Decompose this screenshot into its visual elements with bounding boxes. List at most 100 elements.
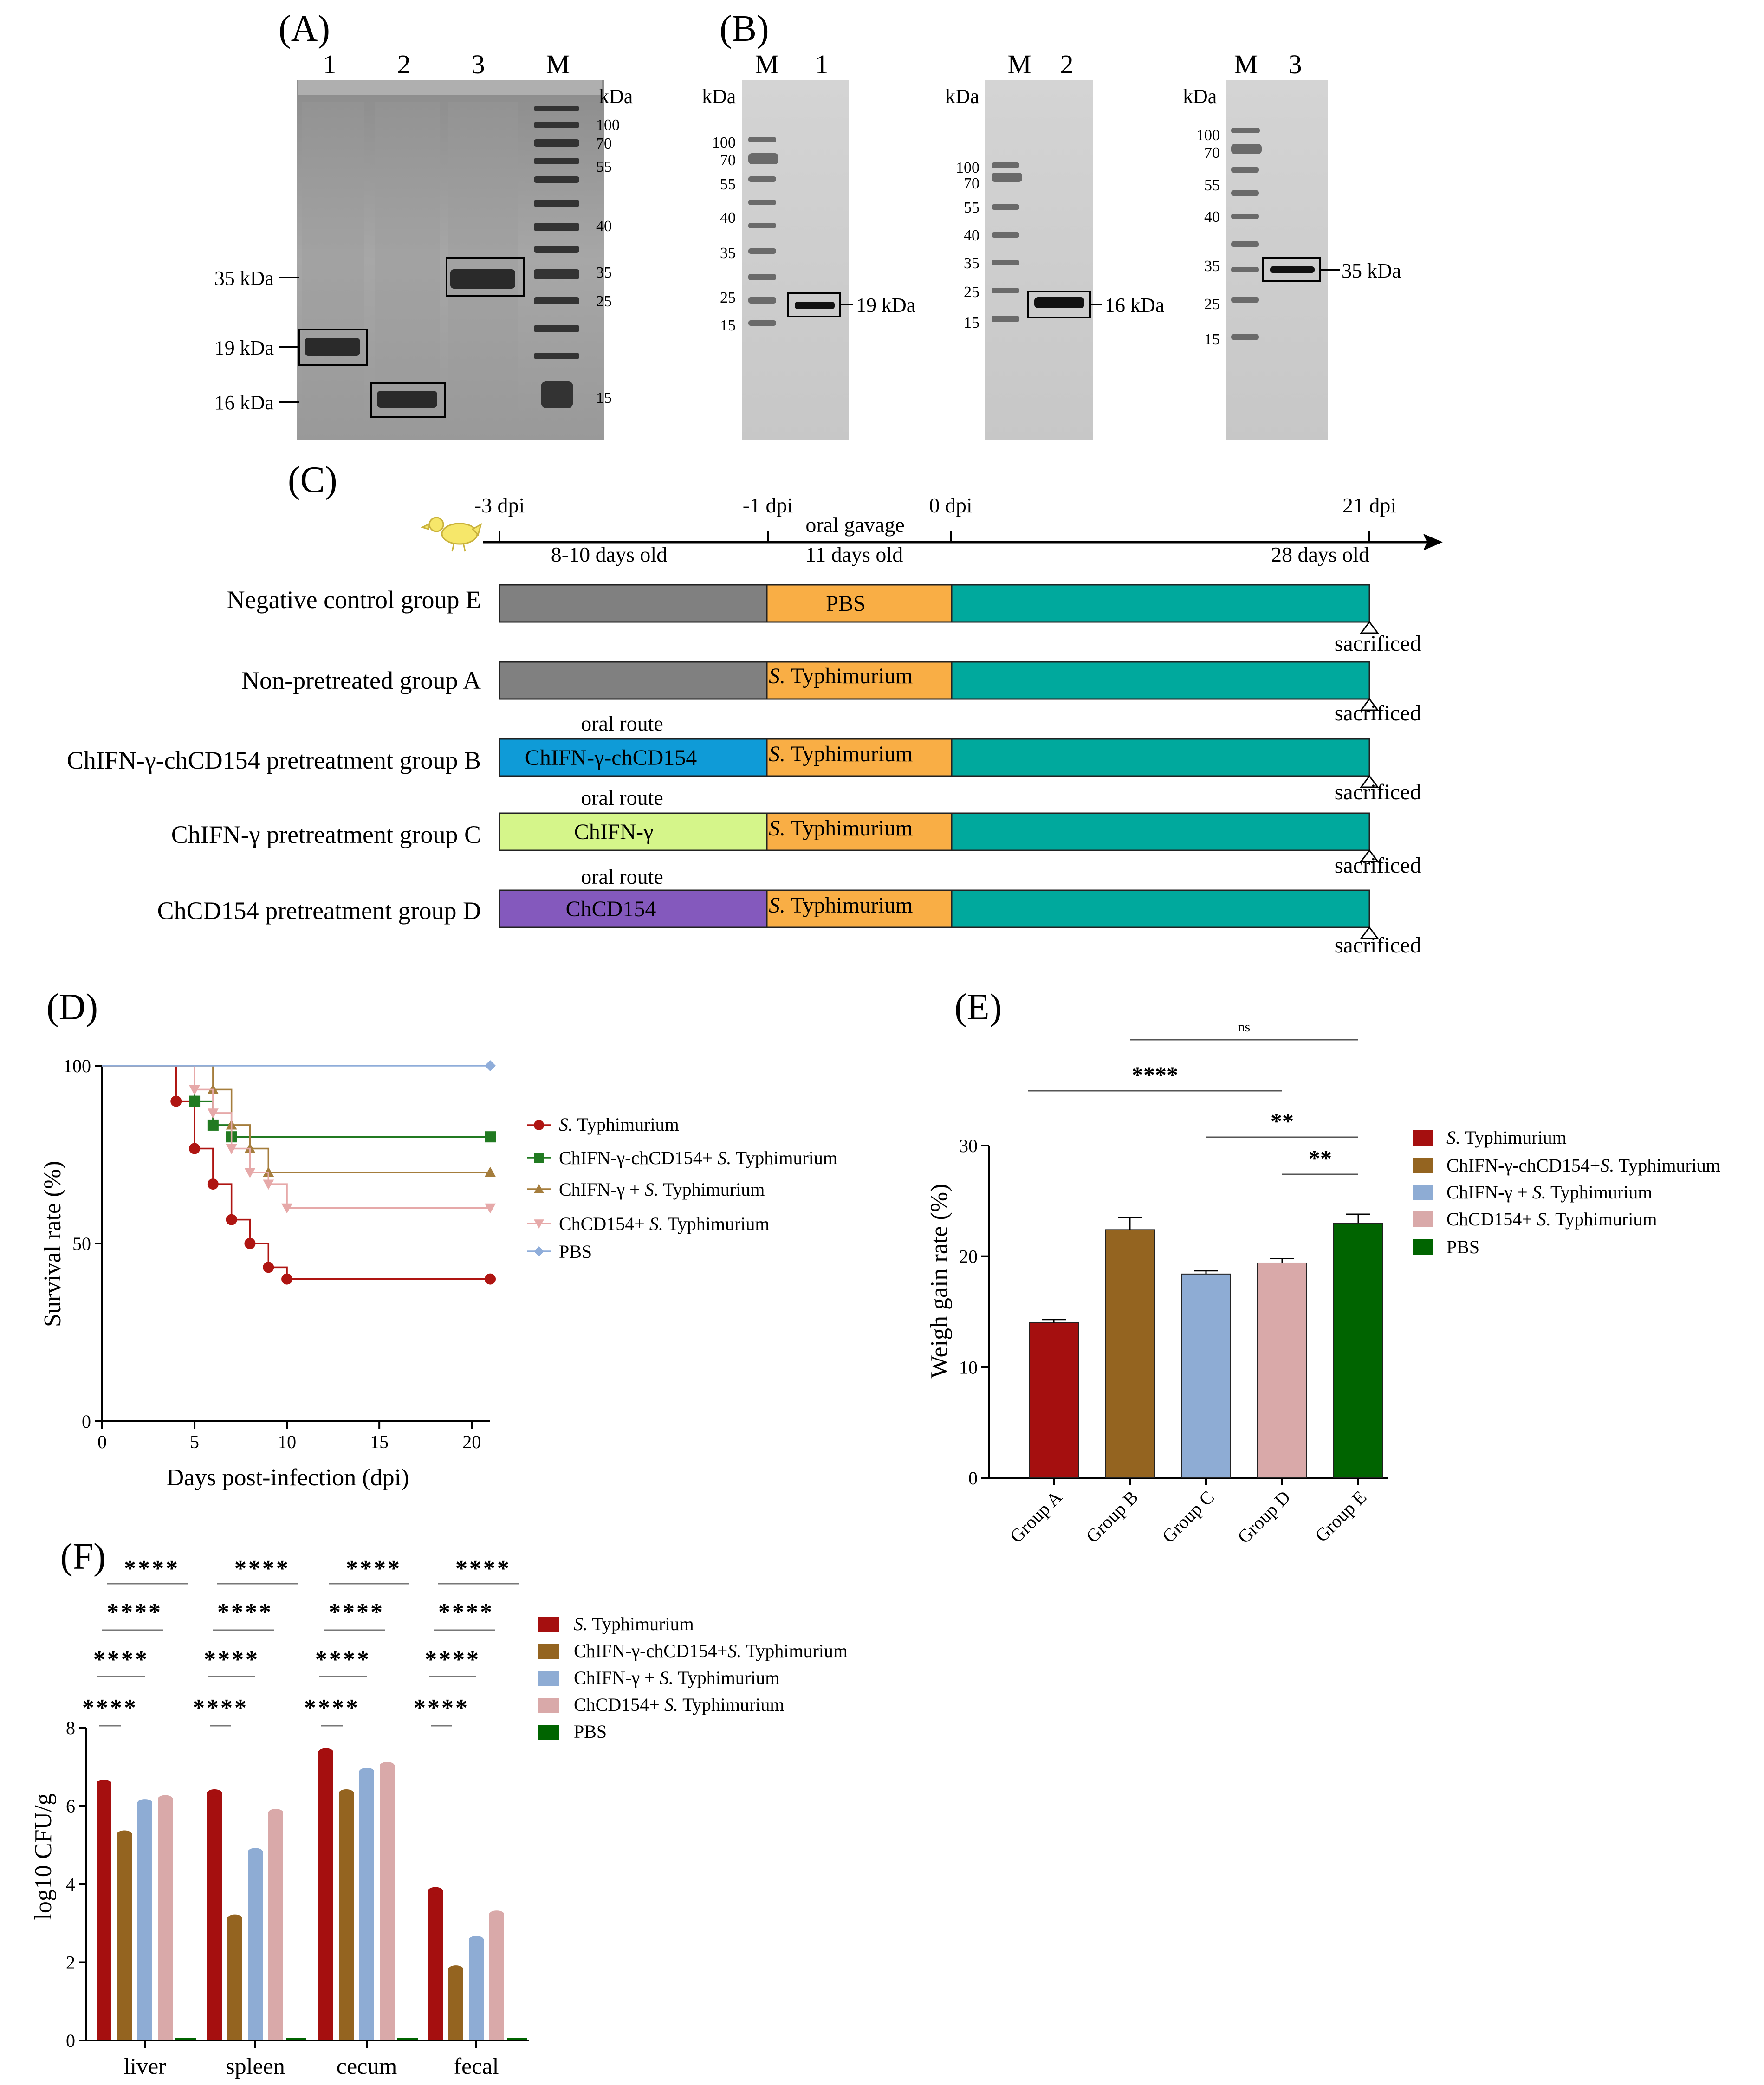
gel-a-marker-35: 35 — [596, 264, 612, 281]
bar-d-pre — [499, 889, 768, 928]
bar-c-post — [951, 812, 1370, 851]
bar-a-challenge — [766, 661, 953, 700]
d-xtick-label: 0 — [97, 1431, 107, 1452]
e-legend-3: ChCD154+ S. Typhimurium — [1446, 1209, 1657, 1230]
e-sig-label: **** — [1132, 1062, 1178, 1088]
oral-route-b: oral route — [581, 712, 663, 735]
d-point-0 — [170, 1095, 182, 1107]
e-sig-label: ** — [1309, 1145, 1332, 1171]
f-bar-0-0 — [97, 1782, 111, 2040]
blot-b1-kda: kDa — [702, 85, 736, 108]
f-legend-swatch — [538, 1617, 559, 1632]
f-bar-cap — [97, 1779, 111, 1787]
gel-a-marker-40: 40 — [596, 218, 612, 235]
f-category-label: liver — [123, 2053, 166, 2079]
f-bar-0-3 — [158, 1798, 173, 2040]
d-series-line-0 — [102, 1065, 490, 1280]
blot-b3-m55: 55 — [1204, 177, 1220, 194]
bar-b-challenge — [766, 738, 953, 777]
d-xtick-label: 15 — [370, 1431, 389, 1452]
bar-c-challenge — [766, 812, 953, 851]
bar-a-pre — [499, 661, 768, 700]
e-legend-4: PBS — [1446, 1237, 1479, 1257]
panel-label-f: (F) — [60, 1536, 106, 1577]
timeline-point-0: 0 dpi — [929, 493, 972, 517]
d-legend-marker — [534, 1184, 544, 1193]
sacrificed-marker-b — [1360, 775, 1379, 788]
f-sig-label: **** — [346, 1555, 402, 1582]
f-sig-label: **** — [414, 1695, 469, 1721]
e-legend-2: ChIFN-γ + S. Typhimurium — [1446, 1182, 1652, 1203]
gel-a-band-35: 35 kDa — [214, 267, 274, 290]
blot-b2-band: 16 kDa — [1105, 294, 1164, 317]
f-legend-swatch — [538, 1644, 559, 1659]
f-bar-cap — [227, 1914, 242, 1922]
blot-b2-m25: 25 — [964, 284, 979, 301]
blot-b3-image — [1226, 80, 1328, 440]
panel-label-a: (A) — [279, 8, 330, 49]
blot-b1-m35: 35 — [720, 245, 736, 262]
f-bar-2-1 — [339, 1792, 354, 2040]
f-bar-cap — [137, 1799, 152, 1807]
blot-b3-lane-m: M — [1234, 49, 1258, 79]
f-sig-label: **** — [234, 1555, 290, 1582]
timeline-age-1: 8-10 days old — [551, 543, 667, 566]
d-legend-marker — [534, 1153, 544, 1163]
gel-a-lane-1: 1 — [323, 49, 337, 79]
bar-e-pre — [499, 584, 768, 623]
blot-b3-m35: 35 — [1204, 258, 1220, 275]
gel-a-marker-100: 100 — [596, 117, 620, 134]
sacrificed-d: sacrificed — [1335, 933, 1421, 958]
f-legend-swatch — [538, 1671, 559, 1686]
d-legend-4: PBS — [559, 1241, 592, 1262]
gel-a-lane-m: M — [546, 49, 570, 79]
gel-a-lane-3: 3 — [472, 49, 485, 79]
f-bar-cap — [158, 1795, 173, 1803]
d-ytick-label: 0 — [82, 1411, 91, 1432]
blot-b2-m40: 40 — [964, 227, 979, 244]
timeline-point-21: 21 dpi — [1342, 493, 1396, 517]
d-point-1 — [485, 1131, 496, 1143]
e-bar-2 — [1181, 1273, 1231, 1478]
f-sig-label: **** — [124, 1555, 180, 1582]
group-label-b: ChIFN-γ-chCD154 pretreatment group B — [67, 746, 481, 774]
d-ytick-label: 50 — [72, 1233, 91, 1254]
f-sig-label: **** — [93, 1646, 149, 1673]
panel-label-e: (E) — [954, 987, 1002, 1028]
f-legend-swatch — [538, 1698, 559, 1713]
f-bar-cap — [469, 1936, 484, 1943]
gel-a-marker-55: 55 — [596, 158, 612, 175]
f-sig-label: **** — [107, 1599, 162, 1625]
chick-icon — [420, 517, 482, 552]
bar-c-pre — [499, 812, 768, 851]
d-xlabel: Days post-infection (dpi) — [167, 1464, 409, 1491]
f-category-label: cecum — [337, 2053, 397, 2079]
f-ytick-label: 6 — [66, 1796, 75, 1817]
oral-route-d: oral route — [581, 865, 663, 888]
f-legend-2: ChIFN-γ + S. Typhimurium — [574, 1667, 779, 1688]
timeline-point-minus1: -1 dpi — [743, 493, 793, 517]
d-xtick-label: 10 — [278, 1431, 296, 1452]
weight-gain-chart: 0 10 20 30 Group A Group B Group C Group D Group… — [959, 1019, 1433, 1548]
f-legend: S. Typhimurium ChIFN-γ-chCD154+S. Typhim… — [574, 1613, 848, 1742]
gel-a-band-16: 16 kDa — [214, 391, 274, 414]
blot-b3 — [1226, 80, 1340, 440]
group-label-a: Non-pretreated group A — [241, 667, 481, 694]
f-bar-pbs — [507, 2038, 527, 2040]
blot-b3-band: 35 kDa — [1342, 259, 1401, 282]
f-bar-0-2 — [137, 1802, 152, 2040]
blot-b3-kda: kDa — [1183, 85, 1217, 108]
bar-d-challenge — [766, 889, 953, 928]
d-point-0 — [207, 1178, 219, 1190]
f-bar-3-3 — [489, 1913, 504, 2040]
d-point-3 — [226, 1144, 237, 1154]
f-sig-label: **** — [193, 1695, 248, 1721]
blot-b2 — [985, 80, 1102, 440]
timeline-age-2: 11 days old — [805, 543, 903, 566]
sacrificed-e: sacrificed — [1335, 631, 1421, 656]
sacrificed-c: sacrificed — [1335, 853, 1421, 878]
blot-b3-m15: 15 — [1204, 331, 1220, 348]
e-sig-label: ns — [1238, 1019, 1251, 1035]
f-bar-pbs — [286, 2038, 306, 2040]
